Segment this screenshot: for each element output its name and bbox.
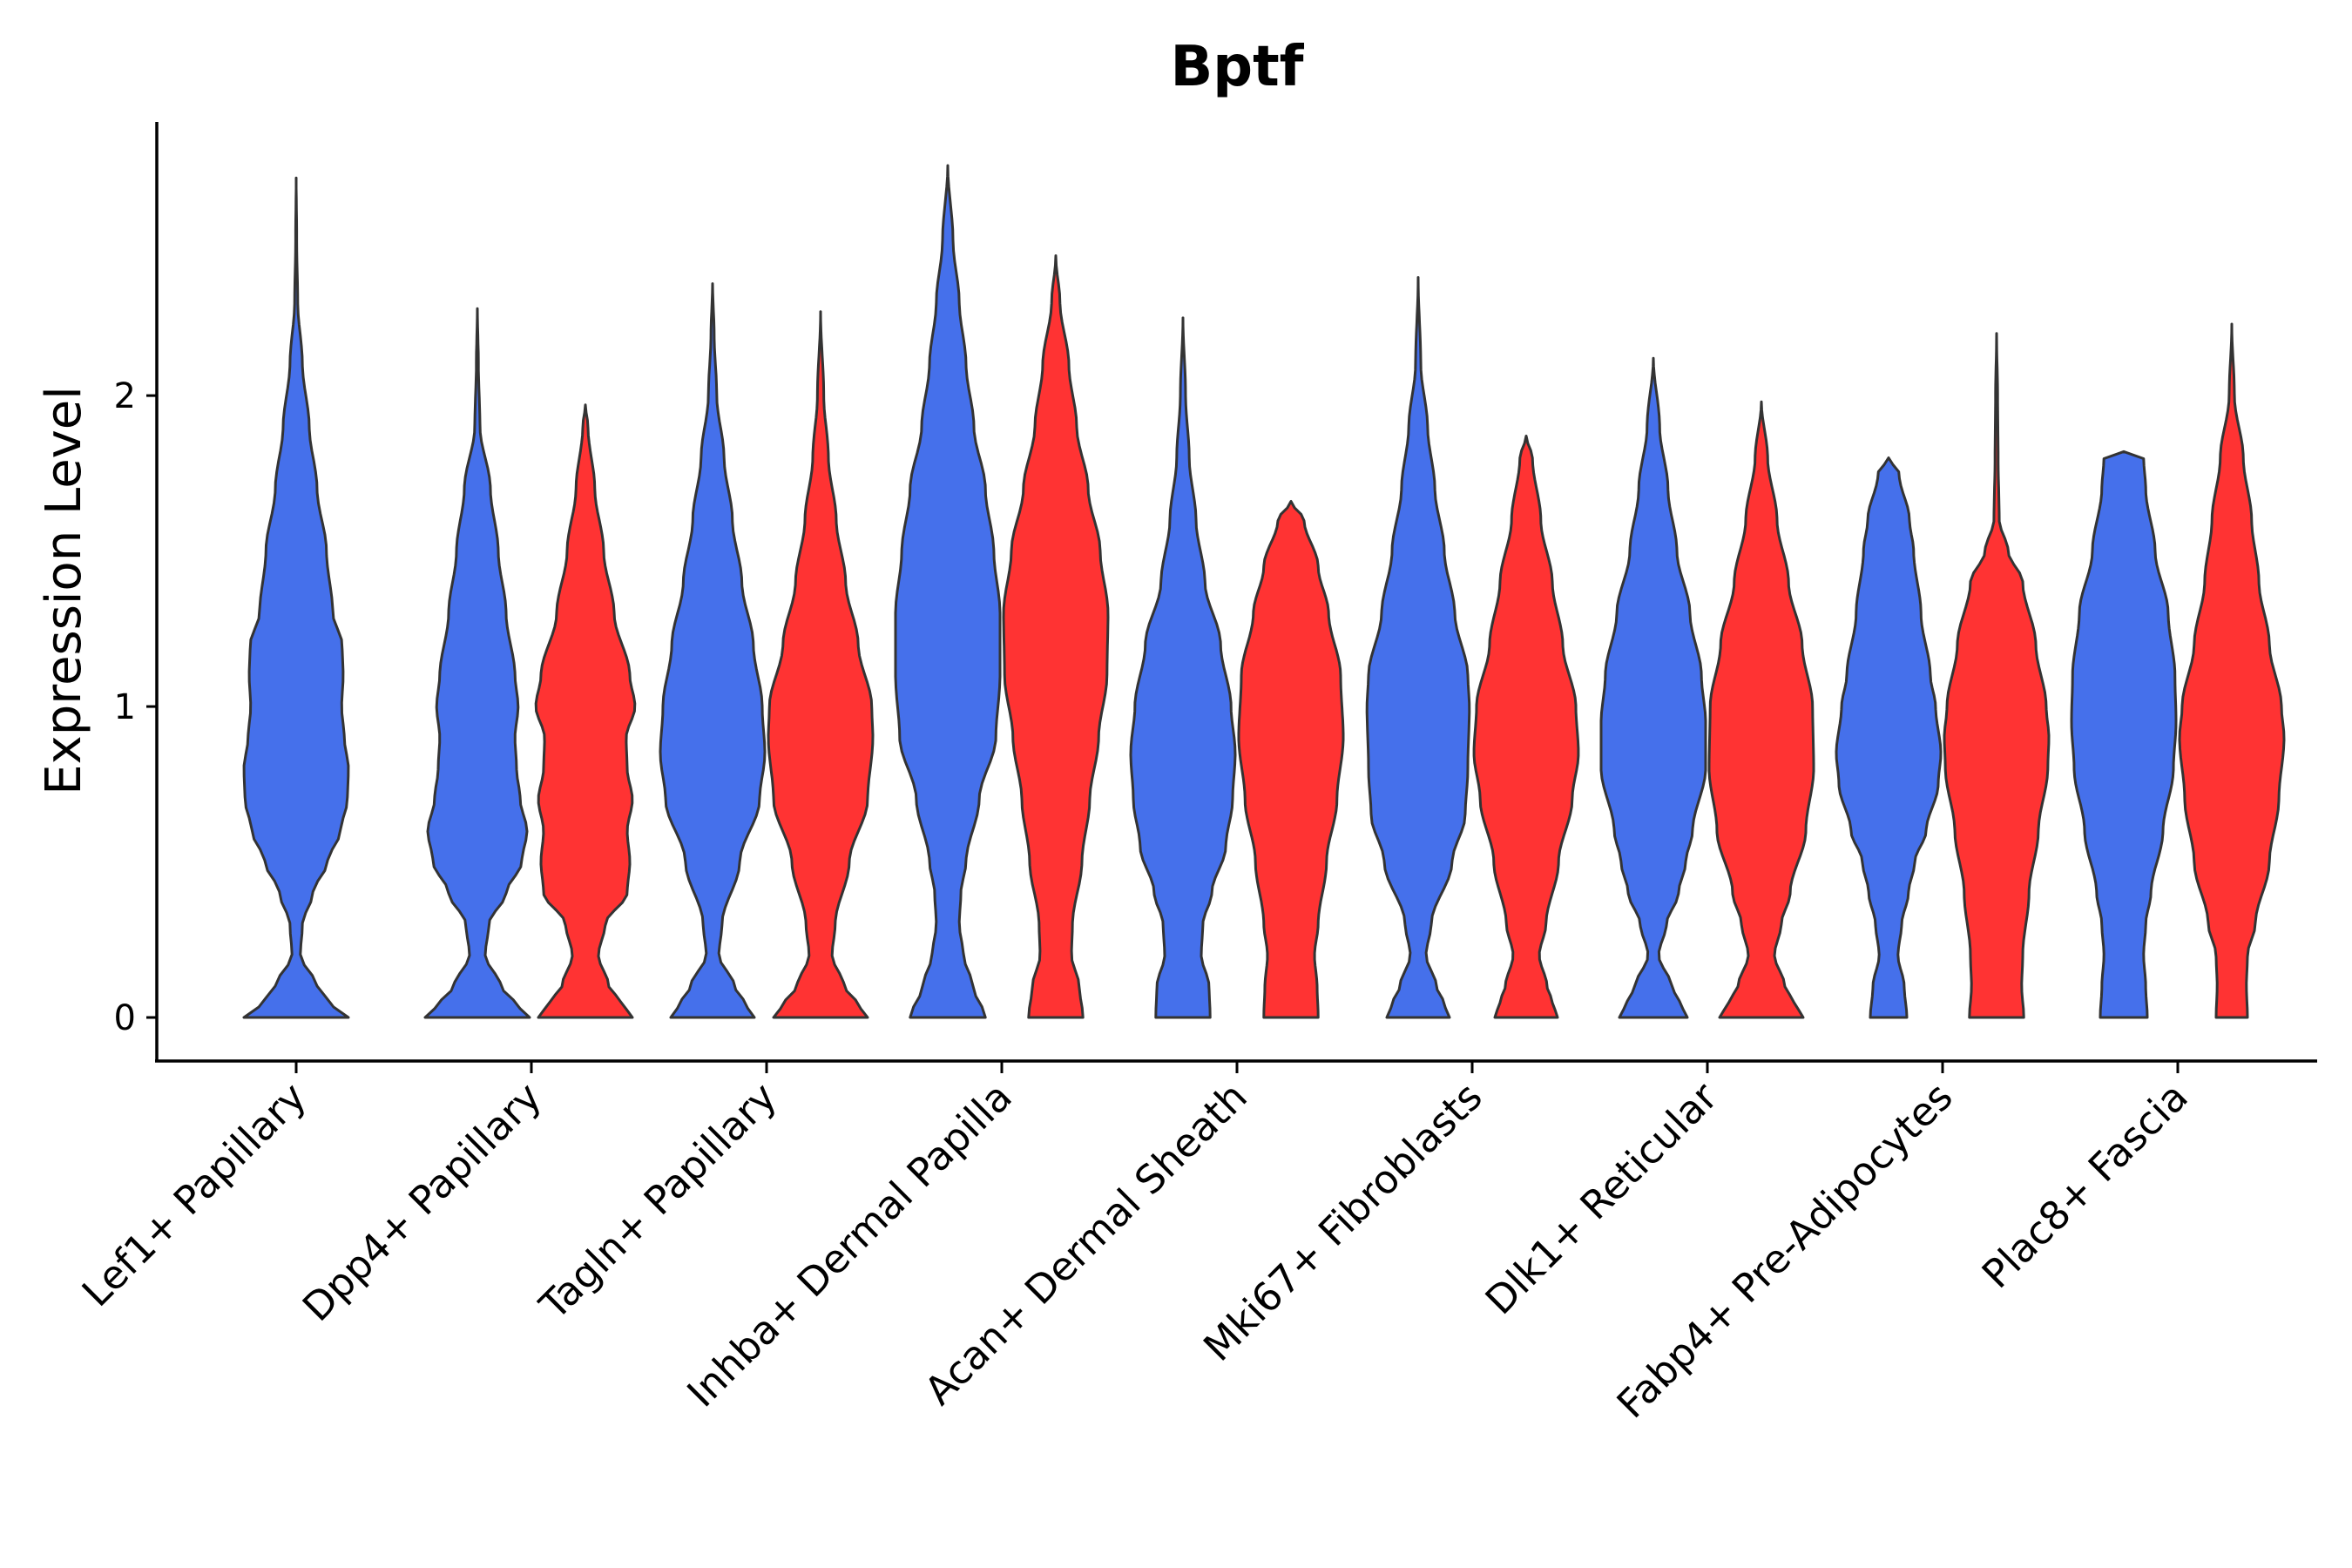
violin-group-blue-dpp4-papillary — [423, 307, 531, 1019]
violin-group-blue-tagln-papillary — [659, 282, 767, 1019]
violin-group-blue-acan-dermal-sheath — [1129, 316, 1237, 1019]
violin-group-red-dpp4-papillary — [534, 403, 637, 1019]
violin-group-red-fabp4-pre-adipocytes — [1943, 332, 2051, 1019]
violin-layer — [242, 164, 2286, 1019]
violin-group-red-plac8-fascia — [2178, 322, 2286, 1019]
violin-group-blue-dlk1-reticular — [1599, 356, 1707, 1019]
y-tick-label: 1 — [114, 687, 136, 727]
violin-group-blue-lef1-papillary — [242, 176, 350, 1019]
violin-group-blue-plac8-fascia — [2070, 449, 2178, 1019]
violin-group-blue-mki67-fibroblasts — [1365, 276, 1471, 1019]
violin-group-red-acan-dermal-sheath — [1237, 500, 1345, 1019]
violin-group-red-inhba-dermal-papilla — [1002, 254, 1110, 1019]
violin-group-blue-fabp4-pre-adipocytes — [1835, 456, 1943, 1019]
y-tick-label: 2 — [114, 376, 136, 416]
y-tick-label: 0 — [114, 998, 136, 1038]
y-axis-ticks: 0 1 2 — [114, 376, 157, 1038]
violin-group-red-dlk1-reticular — [1707, 400, 1815, 1019]
violin-group-blue-inhba-dermal-papilla — [894, 164, 1002, 1019]
violin-group-red-mki67-fibroblasts — [1472, 435, 1580, 1019]
violin-group-red-tagln-papillary — [767, 310, 875, 1019]
y-axis-label: Expression Level — [36, 386, 92, 795]
chart-title: Bptf — [1170, 35, 1304, 99]
